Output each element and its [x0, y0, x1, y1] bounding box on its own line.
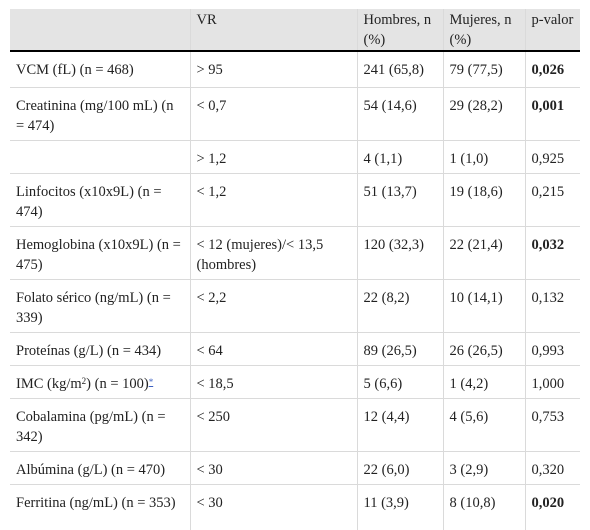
header-mujeres: Mujeres, n (%)	[442, 9, 525, 52]
cell-p-valor: 0,001	[524, 86, 580, 140]
cell-p-valor: 0,320	[524, 450, 580, 484]
cell-vr: < 0,7	[189, 86, 357, 140]
cell-p-valor: 0,925	[524, 139, 580, 173]
cell-variable: IMC (kg/m2) (n = 100)*	[10, 364, 190, 398]
cell-mujeres: 1 (1,0)	[442, 139, 525, 173]
cell-vr: < 250	[189, 397, 357, 451]
table-row: > 1,2 4 (1,1) 1 (1,0) 0,925	[10, 139, 580, 173]
cell-vr: > 1,2	[189, 139, 357, 173]
table-row: Cobalamina (pg/mL) (n = 342) < 250 12 (4…	[10, 397, 580, 451]
table-row: Proteínas (g/L) (n = 434) < 64 89 (26,5)…	[10, 331, 580, 365]
cell-hombres: 120 (32,3)	[356, 225, 443, 279]
table-row: Hemoglobina (x10x9L) (n = 475) < 12 (muj…	[10, 225, 580, 279]
cell-hombres: 12 (4,4)	[356, 397, 443, 451]
cell-variable: VCM (fL) (n = 468)	[16, 62, 134, 78]
cell-vr: < 1,2	[189, 172, 357, 226]
header-variable	[10, 9, 190, 52]
cell-vr: > 95	[189, 51, 357, 87]
variable-text: IMC (kg/m	[16, 375, 82, 392]
cell-p-valor: 0,020	[524, 483, 580, 530]
cell-p-valor: 0,032	[524, 225, 580, 279]
cell-hombres: 241 (65,8)	[356, 51, 443, 87]
cell-variable: Ferritina (ng/mL) (n = 353)	[10, 483, 190, 530]
cell-variable: Folato sérico (ng/mL) (n = 339)	[10, 278, 190, 332]
cell-mujeres: 8 (10,8)	[442, 483, 525, 530]
cell-mujeres: 79 (77,5)	[442, 51, 525, 87]
cell-hombres: 4 (1,1)	[356, 139, 443, 173]
cell-variable: Proteínas (g/L) (n = 434)	[10, 331, 190, 365]
cell-vr: < 30	[189, 483, 357, 530]
cell-vr: < 64	[189, 331, 357, 365]
cell-variable	[10, 139, 190, 173]
header-row: VR Hombres, n (%) Mujeres, n (%) p-valor	[10, 9, 580, 52]
table-row: IMC (kg/m2) (n = 100)* < 18,5 5 (6,6) 1 …	[10, 364, 580, 398]
cell-variable: Albúmina (g/L) (n = 470)	[10, 450, 190, 484]
cell-hombres: 22 (6,0)	[356, 450, 443, 484]
cell-p-valor: 0,753	[524, 397, 580, 451]
cell-p-valor: 0,215	[524, 172, 580, 226]
cell-mujeres: 3 (2,9)	[442, 450, 525, 484]
cell-hombres: 51 (13,7)	[356, 172, 443, 226]
table-row: Albúmina (g/L) (n = 470) < 30 22 (6,0) 3…	[10, 450, 580, 484]
cell-vr: < 12 (mujeres)/< 13,5 (hombres)	[189, 225, 357, 279]
table-row: VCM (fL) (n = 468) > 95 241 (65,8) 79 (7…	[10, 51, 580, 87]
cell-vr: < 2,2	[189, 278, 357, 332]
cell-p-valor: 0,026	[524, 51, 580, 87]
cell-p-valor: 0,993	[524, 331, 580, 365]
cell-mujeres: 22 (21,4)	[442, 225, 525, 279]
table-row: Creatinina (mg/100 mL) (n = 474) < 0,7 5…	[10, 86, 580, 140]
header-vr: VR	[189, 9, 357, 52]
cell-hombres: 5 (6,6)	[356, 364, 443, 398]
cell-p-valor: 0,132	[524, 278, 580, 332]
footnote-link[interactable]: *	[148, 376, 154, 387]
cell-mujeres: 19 (18,6)	[442, 172, 525, 226]
cell-p-valor: 1,000	[524, 364, 580, 398]
cell-hombres: 54 (14,6)	[356, 86, 443, 140]
cell-variable: Cobalamina (pg/mL) (n = 342)	[10, 397, 190, 451]
cell-variable: Creatinina (mg/100 mL) (n = 474)	[10, 86, 190, 140]
cell-hombres: 22 (8,2)	[356, 278, 443, 332]
cell-mujeres: 29 (28,2)	[442, 86, 525, 140]
cell-vr: < 30	[189, 450, 357, 484]
cell-hombres: 89 (26,5)	[356, 331, 443, 365]
cell-hombres: 11 (3,9)	[356, 483, 443, 530]
cell-vr: < 18,5	[189, 364, 357, 398]
cell-mujeres: 10 (14,1)	[442, 278, 525, 332]
superscript: 2	[81, 375, 87, 386]
cell-variable: Linfocitos (x10x9L) (n = 474)	[10, 172, 190, 226]
table-row: Folato sérico (ng/mL) (n = 339) < 2,2 22…	[10, 278, 580, 332]
cell-mujeres: 4 (5,6)	[442, 397, 525, 451]
cell-mujeres: 1 (4,2)	[442, 364, 525, 398]
variable-text-cont: ) (n = 100)	[86, 375, 149, 392]
table-row: Linfocitos (x10x9L) (n = 474) < 1,2 51 (…	[10, 172, 580, 226]
results-table-container: VR Hombres, n (%) Mujeres, n (%) p-valor…	[10, 9, 580, 530]
cell-mujeres: 26 (26,5)	[442, 331, 525, 365]
header-p-valor: p-valor	[524, 9, 580, 52]
header-hombres: Hombres, n (%)	[356, 9, 443, 52]
results-table: VR Hombres, n (%) Mujeres, n (%) p-valor…	[10, 9, 580, 530]
table-row: Ferritina (ng/mL) (n = 353) < 30 11 (3,9…	[10, 483, 580, 530]
cell-variable: Hemoglobina (x10x9L) (n = 475)	[10, 225, 190, 279]
